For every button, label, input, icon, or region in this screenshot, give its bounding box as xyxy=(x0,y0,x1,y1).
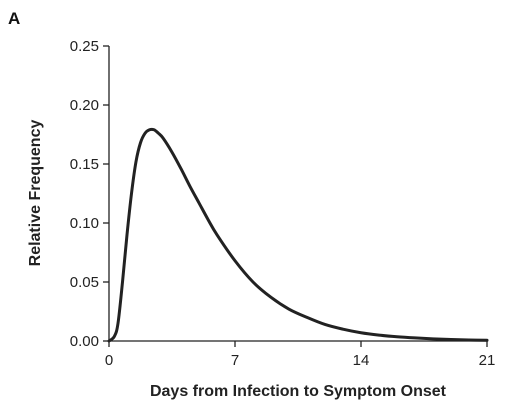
series-line xyxy=(107,127,489,343)
x-tick-label: 21 xyxy=(479,352,496,369)
y-tick-label: 0.20 xyxy=(70,97,99,114)
y-tick-label: 0.05 xyxy=(70,274,99,291)
series-group xyxy=(107,127,489,343)
y-tick-label: 0.00 xyxy=(70,333,99,350)
y-ticks: 0.00 0.05 0.10 0.15 0.20 0.25 xyxy=(70,38,109,350)
x-tick-label: 7 xyxy=(231,352,239,369)
y-axis-title: Relative Frequency xyxy=(27,120,44,267)
y-tick-label: 0.10 xyxy=(70,215,99,232)
x-tick-label: 14 xyxy=(353,352,370,369)
panel-label: A xyxy=(8,9,20,28)
y-tick-label: 0.25 xyxy=(70,38,99,55)
y-tick-label: 0.15 xyxy=(70,156,99,173)
x-tick-label: 0 xyxy=(105,352,113,369)
x-ticks: 0 7 14 21 xyxy=(105,341,496,369)
plot-area: 0.00 0.05 0.10 0.15 0.20 0.25 0 7 14 21 xyxy=(70,38,496,369)
x-axis-title: Days from Infection to Symptom Onset xyxy=(150,383,447,400)
